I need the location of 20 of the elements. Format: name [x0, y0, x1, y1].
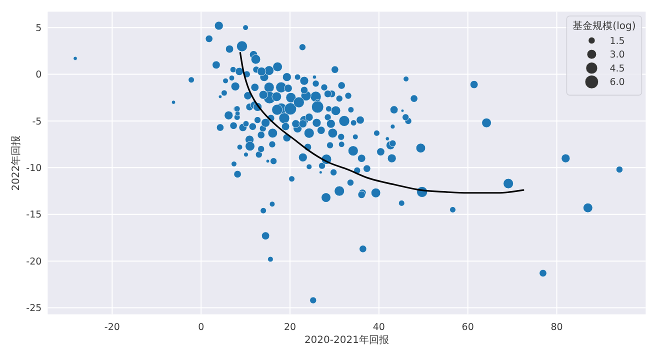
y-axis-title: 2022年回报 — [10, 135, 22, 191]
legend-title: 基金规模(log) — [572, 20, 636, 32]
y-tick-label: -5 — [32, 116, 42, 128]
legend-label: 1.5 — [610, 36, 625, 47]
y-tick-label: -20 — [26, 256, 42, 268]
x-axis-title: 2020-2021年回报 — [304, 334, 389, 346]
y-tick-label: -10 — [26, 162, 42, 174]
x-tick-label: 80 — [550, 322, 563, 333]
y-tick-label: 5 — [36, 22, 42, 34]
y-tick-label: -15 — [26, 210, 42, 221]
legend-label: 3.0 — [610, 50, 625, 61]
legend-label: 4.5 — [610, 63, 625, 74]
legend-label: 6.0 — [610, 77, 625, 88]
y-tick-label: 0 — [36, 70, 42, 81]
x-tick-label: -20 — [104, 322, 120, 333]
y-tick-label: -25 — [26, 303, 42, 314]
x-tick-label: 20 — [284, 322, 296, 333]
x-tick-label: 0 — [198, 322, 204, 333]
x-tick-label: 60 — [462, 322, 474, 333]
x-tick-label: 40 — [372, 322, 385, 333]
